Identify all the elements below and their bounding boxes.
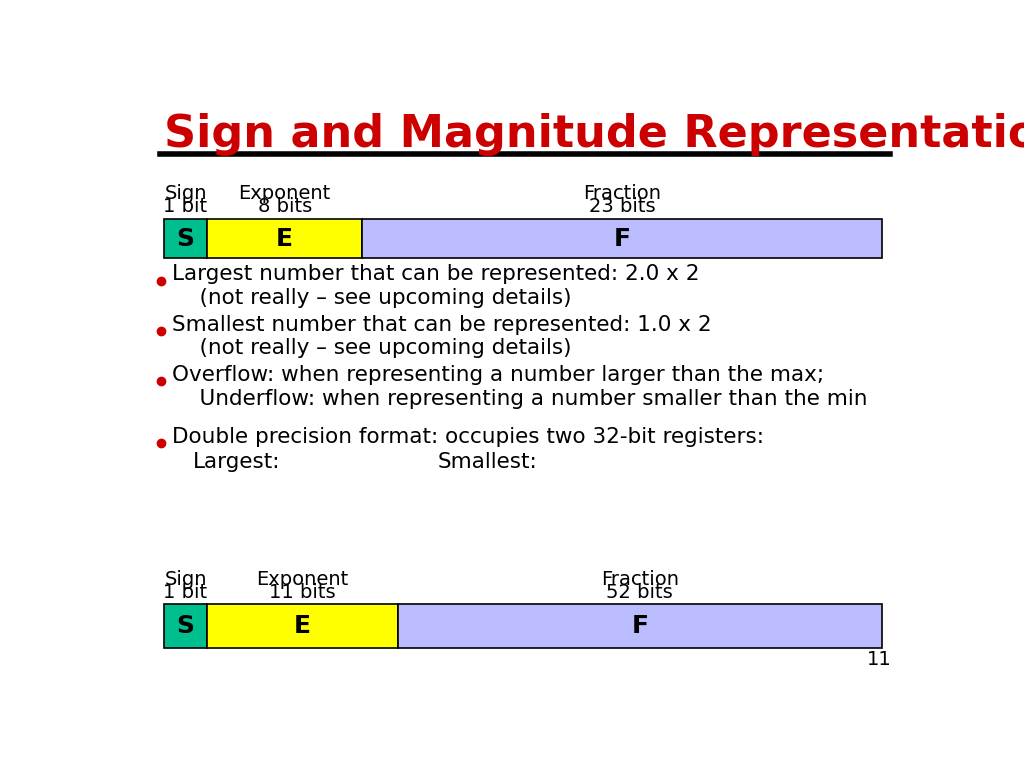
Text: (not really – see upcoming details): (not really – see upcoming details) [172,338,571,359]
Text: Double precision format: occupies two 32-bit registers:: Double precision format: occupies two 32… [172,427,764,447]
Text: (not really – see upcoming details): (not really – see upcoming details) [172,288,571,308]
Text: 1 bit: 1 bit [164,197,208,217]
Text: 11 bits: 11 bits [269,583,336,602]
FancyBboxPatch shape [362,220,882,258]
Text: 23 bits: 23 bits [589,197,655,217]
Text: F: F [613,227,631,250]
FancyBboxPatch shape [207,220,362,258]
Text: Fraction: Fraction [583,184,662,204]
Text: Exponent: Exponent [256,570,349,589]
Text: Exponent: Exponent [239,184,331,204]
Text: 1 bit: 1 bit [164,583,208,602]
Text: 11: 11 [866,650,892,669]
Text: Largest number that can be represented: 2.0 x 2: Largest number that can be represented: … [172,264,699,284]
Text: Sign: Sign [164,570,207,589]
FancyBboxPatch shape [207,604,397,648]
Text: 52 bits: 52 bits [606,583,673,602]
Text: Overflow: when representing a number larger than the max;: Overflow: when representing a number lar… [172,365,823,385]
Text: Smallest:: Smallest: [437,452,538,472]
Text: Fraction: Fraction [601,570,679,589]
Text: F: F [632,614,648,638]
FancyBboxPatch shape [164,220,207,258]
Text: S: S [176,227,195,250]
FancyBboxPatch shape [397,604,882,648]
FancyBboxPatch shape [164,604,207,648]
Text: E: E [276,227,293,250]
Text: E: E [294,614,311,638]
Text: S: S [176,614,195,638]
Text: 8 bits: 8 bits [258,197,312,217]
Text: Sign: Sign [164,184,207,204]
Text: Underflow: when representing a number smaller than the min: Underflow: when representing a number sm… [172,389,867,409]
Text: Sign and Magnitude Representation: Sign and Magnitude Representation [164,113,1024,156]
Text: Smallest number that can be represented: 1.0 x 2: Smallest number that can be represented:… [172,315,712,335]
Text: Largest:: Largest: [194,452,281,472]
